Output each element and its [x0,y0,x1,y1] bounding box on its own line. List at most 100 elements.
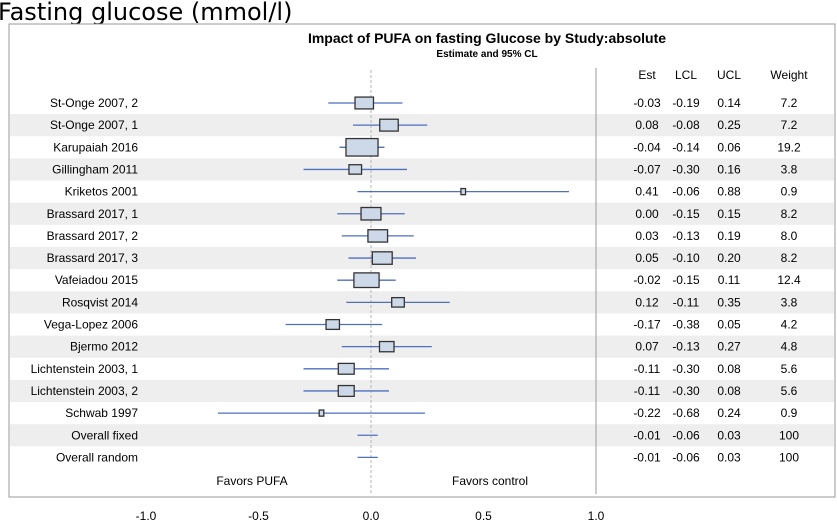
study-row-schwab-1997: Schwab 1997 -0.22 -0.68 0.24 0.9 [65,406,797,420]
study-label: Rosqvist 2014 [62,295,138,309]
estimate-box [337,384,355,398]
weight-value: 3.8 [781,162,798,176]
est-value: -0.04 [633,140,661,154]
x-axis: -1.0 -0.5 0.0 0.5 1.0 [136,509,605,523]
weight-value: 8.2 [781,251,798,265]
row-shade-band [10,424,834,447]
study-row-rosqvist-2014: Rosqvist 2014 0.12 -0.11 0.35 3.8 [62,295,798,309]
est-value: 0.12 [635,295,659,309]
favors-control-label: Favors control [452,474,528,488]
study-row-vega-lopez-2006: Vega-Lopez 2006 -0.17 -0.38 0.05 4.2 [44,318,798,332]
lcl-value: -0.19 [672,96,700,110]
lcl-value: -0.68 [672,406,700,420]
column-header-ucl: UCL [717,68,741,82]
study-label: Overall fixed [71,428,138,442]
study-label: Karupaiah 2016 [53,140,138,154]
study-row-st-onge-2007-1: St-Onge 2007, 1 0.08 -0.08 0.25 7.2 [50,118,798,132]
estimate-box [318,409,325,417]
lcl-value: -0.06 [672,450,700,464]
ucl-value: 0.16 [717,162,741,176]
estimate-box [378,340,395,353]
ucl-value: 0.19 [717,229,741,243]
study-label: Brassard 2017, 2 [47,229,139,243]
lcl-value: -0.30 [672,162,700,176]
ucl-value: 0.08 [717,362,741,376]
study-label: Bjermo 2012 [70,340,138,354]
weight-value: 100 [779,450,799,464]
lcl-value: -0.06 [672,185,700,199]
study-row-brassard-2017-2: Brassard 2017, 2 0.03 -0.13 0.19 8.0 [47,229,798,243]
ucl-value: 0.06 [717,140,741,154]
study-row-karupaiah-2016: Karupaiah 2016 -0.04 -0.14 0.06 19.2 [53,137,801,157]
weight-value: 4.2 [781,318,798,332]
study-row-brassard-2017-1: Brassard 2017, 1 0.00 -0.15 0.15 8.2 [47,207,798,221]
study-label: Brassard 2017, 1 [47,207,139,221]
study-label: Vega-Lopez 2006 [44,318,138,332]
est-value: 0.05 [635,251,659,265]
estimate-box [460,187,467,196]
ucl-value: 0.15 [717,207,741,221]
lcl-value: -0.13 [672,340,700,354]
weight-value: 19.2 [777,140,801,154]
estimate-box [379,118,399,132]
ucl-value: 0.11 [718,273,741,287]
est-value: 0.00 [635,207,659,221]
est-value: -0.01 [633,450,661,464]
study-row-vafeiadou-2015: Vafeiadou 2015 -0.02 -0.15 0.11 12.4 [55,272,801,289]
study-label: Gillingham 2011 [52,162,138,176]
weight-value: 8.2 [781,207,798,221]
weight-value: 0.9 [781,406,798,420]
study-row-kriketos-2001: Kriketos 2001 0.41 -0.06 0.88 0.9 [65,185,798,199]
estimate-box [391,296,405,308]
study-label: Kriketos 2001 [65,185,139,199]
weight-value: 7.2 [781,118,798,132]
estimate-box [337,362,355,375]
study-rows: St-Onge 2007, 2 -0.03 -0.19 0.14 7.2St-Onge … [31,96,801,464]
row-shade-band [10,379,834,403]
est-value: -0.11 [634,362,661,376]
est-value: -0.02 [633,273,661,287]
ucl-value: 0.08 [717,384,741,398]
weight-value: 5.6 [781,384,798,398]
study-row-lichtenstein-2003-1: Lichtenstein 2003, 1 -0.11 -0.30 0.08 5.6 [31,362,798,376]
row-shade-band [10,158,834,181]
ucl-value: 0.88 [717,185,741,199]
x-tick-label: -0.5 [248,509,269,523]
estimate-box [325,318,341,331]
table-column-headers: Est LCL UCL Weight [638,68,808,82]
est-value: 0.41 [635,185,659,199]
study-label: Overall random [56,450,138,464]
ucl-value: 0.24 [717,406,741,420]
estimate-box [360,206,382,221]
row-shade-band [10,246,834,270]
lcl-value: -0.11 [673,295,700,309]
study-label: St-Onge 2007, 1 [50,118,138,132]
weight-value: 5.6 [781,362,798,376]
est-value: 0.08 [635,118,659,132]
study-row-overall-random: Overall random -0.01 -0.06 0.03 100 [56,450,799,464]
lcl-value: -0.08 [672,118,700,132]
weight-value: 100 [779,428,799,442]
study-row-gillingham-2011: Gillingham 2011 -0.07 -0.30 0.16 3.8 [52,162,797,176]
favors-pufa-label: Favors PUFA [216,474,287,488]
weight-value: 8.0 [781,229,798,243]
est-value: -0.11 [634,384,661,398]
chart-title: Impact of PUFA on fasting Glucose by Stu… [308,30,666,46]
est-value: 0.03 [635,229,659,243]
estimate-box [345,137,379,157]
row-shade-band [10,202,834,225]
lcl-value: -0.15 [672,207,700,221]
study-row-lichtenstein-2003-2: Lichtenstein 2003, 2 -0.11 -0.30 0.08 5.6 [31,384,798,398]
study-label: Lichtenstein 2003, 2 [31,384,139,398]
ucl-value: 0.35 [717,295,741,309]
est-value: -0.22 [633,406,661,420]
x-tick-label: 0.5 [475,509,492,523]
x-tick-label: 1.0 [588,509,605,523]
chart-subtitle: Estimate and 95% CL [436,49,537,60]
weight-value: 3.8 [781,295,798,309]
page-heading: Fasting glucose (mmol/l) [0,0,292,26]
column-header-weight: Weight [770,68,808,82]
lcl-value: -0.14 [672,140,700,154]
est-value: -0.01 [633,428,661,442]
est-value: -0.03 [633,96,661,110]
